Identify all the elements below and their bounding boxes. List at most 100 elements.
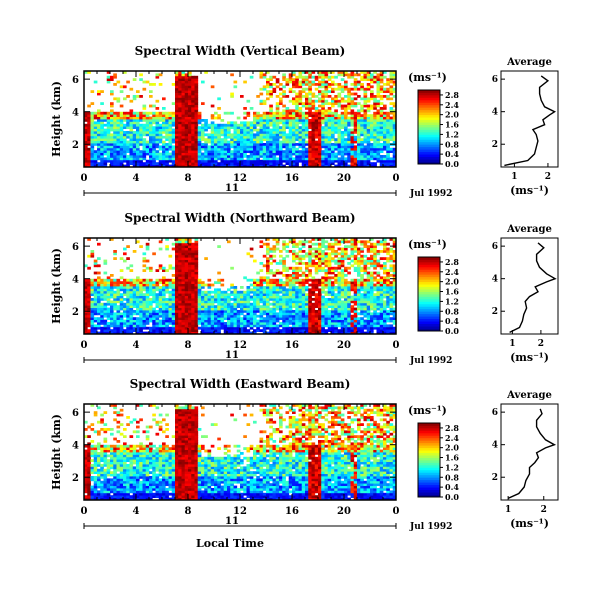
heatmap-cell bbox=[337, 87, 342, 91]
heatmap-cell bbox=[110, 302, 114, 306]
heatmap-cell bbox=[292, 97, 296, 101]
heatmap-cell bbox=[370, 80, 374, 84]
heatmap-cell bbox=[184, 310, 189, 313]
heatmap-cell bbox=[246, 307, 251, 311]
heatmap-cell bbox=[301, 145, 306, 149]
heatmap-cell bbox=[158, 281, 163, 284]
heatmap-cell bbox=[295, 242, 299, 246]
heatmap-cell bbox=[292, 114, 296, 117]
heatmap-cell bbox=[331, 290, 335, 294]
heatmap-cell bbox=[220, 317, 225, 320]
heatmap-cell bbox=[282, 314, 286, 318]
heatmap-cell bbox=[145, 266, 150, 270]
heatmap-cell bbox=[344, 310, 348, 313]
heatmap-cell bbox=[373, 107, 377, 110]
heatmap-cell bbox=[233, 322, 238, 325]
heatmap-cell bbox=[220, 319, 225, 323]
heatmap-cell bbox=[337, 159, 342, 163]
heatmap-cell bbox=[314, 128, 319, 132]
heatmap-cell bbox=[178, 331, 182, 335]
heatmap-cell bbox=[149, 302, 153, 306]
heatmap-cell bbox=[87, 104, 91, 108]
heatmap-cell bbox=[282, 143, 286, 146]
heatmap-cell bbox=[90, 290, 95, 294]
heatmap-cell bbox=[376, 135, 381, 139]
heatmap-cell bbox=[106, 310, 111, 313]
heatmap-cell bbox=[275, 119, 280, 122]
heatmap-cell bbox=[132, 140, 137, 144]
heatmap-cell bbox=[262, 121, 267, 125]
heatmap-cell bbox=[298, 145, 303, 149]
heatmap-cell bbox=[305, 274, 309, 277]
heatmap-cell bbox=[87, 147, 91, 151]
heatmap-cell bbox=[272, 274, 277, 277]
heatmap-cell bbox=[344, 138, 348, 141]
heatmap-cell bbox=[357, 116, 361, 120]
heatmap-cell bbox=[285, 114, 290, 117]
heatmap-cell bbox=[314, 99, 319, 103]
heatmap-cell bbox=[357, 102, 361, 105]
heatmap-cell bbox=[145, 128, 150, 132]
heatmap-cell bbox=[295, 78, 299, 81]
heatmap-cell bbox=[119, 300, 124, 304]
heatmap-cell bbox=[214, 152, 218, 156]
heatmap-cell bbox=[288, 240, 293, 244]
heatmap-cell bbox=[106, 119, 111, 122]
heatmap-cell bbox=[184, 302, 189, 306]
heatmap-cell bbox=[106, 140, 111, 144]
heatmap-cell bbox=[184, 128, 189, 132]
heatmap-cell bbox=[331, 126, 335, 129]
heatmap-cell bbox=[162, 317, 166, 320]
heatmap-cell bbox=[162, 126, 166, 129]
heatmap-cell bbox=[308, 271, 312, 275]
heatmap-cell bbox=[214, 307, 218, 311]
heatmap-cell bbox=[236, 290, 241, 294]
heatmap-cell bbox=[207, 314, 212, 318]
heatmap-cell bbox=[292, 259, 296, 263]
heatmap-cell bbox=[321, 99, 325, 103]
heatmap-cell bbox=[366, 119, 371, 122]
heatmap-cell bbox=[87, 290, 91, 294]
heatmap-cell bbox=[155, 145, 160, 149]
heatmap-cell bbox=[259, 121, 264, 125]
heatmap-cell bbox=[324, 269, 329, 272]
heatmap-cell bbox=[201, 143, 205, 146]
heatmap-cell bbox=[116, 128, 121, 132]
colorbar-tick-label: 2.4 bbox=[445, 100, 459, 110]
heatmap-cell bbox=[275, 78, 280, 81]
heatmap-cell bbox=[178, 140, 182, 144]
heatmap-cell bbox=[292, 121, 296, 125]
heatmap-cell bbox=[311, 242, 316, 246]
heatmap-cell bbox=[360, 107, 364, 110]
heatmap-cell bbox=[298, 116, 303, 120]
heatmap-cell bbox=[243, 329, 247, 332]
heatmap-cell bbox=[165, 319, 169, 323]
heatmap-cell bbox=[223, 131, 228, 134]
heatmap-cell bbox=[311, 324, 316, 328]
heatmap-cell bbox=[233, 147, 238, 151]
heatmap-cell bbox=[282, 281, 286, 284]
heatmap-cell bbox=[171, 162, 176, 165]
heatmap-cell bbox=[301, 164, 306, 168]
heatmap-cell bbox=[126, 302, 130, 306]
heatmap-cell bbox=[285, 159, 290, 163]
heatmap-cell bbox=[376, 104, 381, 108]
heatmap-cell bbox=[344, 300, 348, 304]
heatmap-cell bbox=[305, 293, 309, 296]
heatmap-cell bbox=[301, 150, 306, 153]
heatmap-cell bbox=[155, 128, 160, 132]
heatmap-cell bbox=[240, 312, 244, 316]
heatmap-cell bbox=[292, 126, 296, 129]
heatmap-cell bbox=[184, 271, 189, 275]
heatmap-cell bbox=[321, 138, 325, 141]
heatmap-cell bbox=[288, 164, 293, 168]
heatmap-cell bbox=[175, 95, 179, 98]
heatmap-cell bbox=[123, 157, 127, 161]
heatmap-cell bbox=[324, 116, 329, 120]
heatmap-cell bbox=[314, 238, 319, 241]
heatmap-cell bbox=[373, 140, 377, 144]
heatmap-cell bbox=[139, 157, 143, 161]
heatmap-cell bbox=[110, 305, 114, 308]
heatmap-cell bbox=[181, 162, 186, 165]
heatmap-cell bbox=[353, 85, 358, 89]
